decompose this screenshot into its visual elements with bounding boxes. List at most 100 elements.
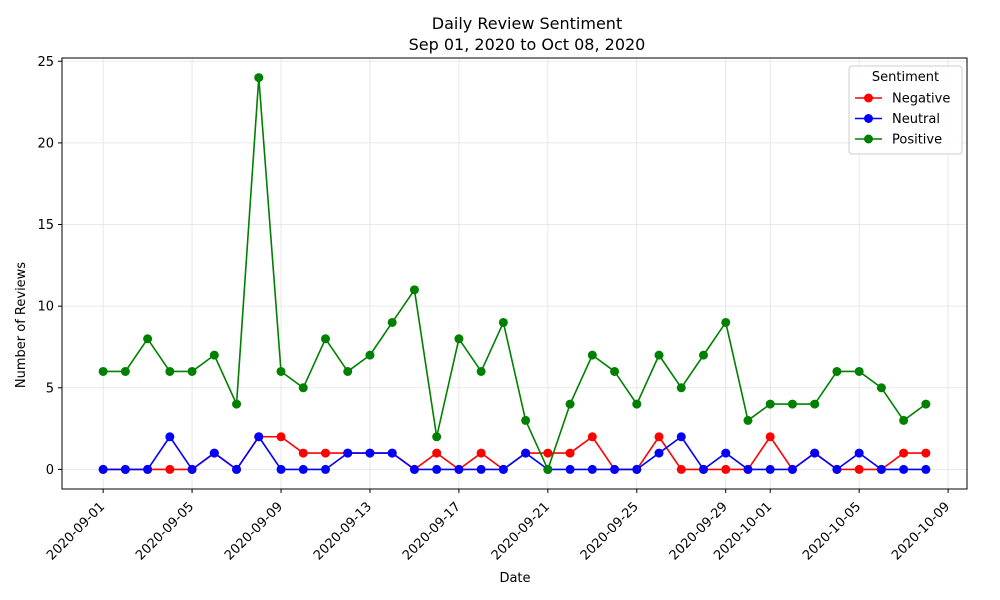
data-point-positive	[365, 350, 375, 360]
data-point-neutral	[432, 464, 442, 474]
y-axis-ticks: 0 5 10 15 20 25	[37, 55, 62, 478]
data-point-positive	[165, 366, 175, 376]
data-point-positive	[899, 415, 909, 425]
legend: Sentiment Negative Neutral Positive	[848, 65, 963, 155]
y-tick-label: 15	[37, 218, 54, 233]
data-point-positive	[654, 350, 664, 360]
data-point-neutral	[276, 464, 286, 474]
data-point-neutral	[899, 464, 909, 474]
legend-marker-negative	[864, 93, 873, 103]
series-line-neutral	[103, 435, 926, 471]
data-point-positive	[632, 399, 642, 409]
data-point-positive	[699, 350, 709, 360]
data-point-positive	[98, 366, 108, 376]
x-tick-label: 2020-09-05	[133, 499, 197, 563]
data-point-neutral	[209, 448, 219, 458]
data-point-neutral	[298, 464, 308, 474]
y-tick-label: 5	[46, 381, 54, 396]
data-point-negative	[676, 464, 686, 474]
y-tick-label: 20	[37, 136, 54, 151]
data-point-positive	[810, 399, 820, 409]
y-tick-label: 0	[46, 463, 54, 478]
data-point-positive	[209, 350, 219, 360]
data-point-positive	[343, 366, 353, 376]
data-point-negative	[165, 464, 175, 474]
y-tick-label: 25	[37, 55, 54, 70]
data-point-negative	[721, 464, 731, 474]
data-point-neutral	[765, 464, 775, 474]
data-point-positive	[254, 73, 264, 83]
legend-label-negative: Negative	[892, 92, 950, 107]
data-point-neutral	[810, 448, 820, 458]
data-point-neutral	[832, 464, 842, 474]
x-tick-label: 2020-10-05	[800, 499, 864, 563]
data-point-negative	[854, 464, 864, 474]
data-point-negative	[476, 448, 486, 458]
data-point-neutral	[587, 464, 597, 474]
x-tick-label: 2020-09-17	[400, 499, 464, 563]
plot-area-frame	[61, 57, 968, 490]
data-point-positive	[187, 366, 197, 376]
data-point-neutral	[521, 448, 531, 458]
data-point-neutral	[254, 432, 264, 442]
data-point-negative	[565, 448, 575, 458]
data-point-positive	[432, 432, 442, 442]
data-point-negative	[654, 432, 664, 442]
data-point-positive	[143, 334, 153, 344]
data-point-neutral	[187, 464, 197, 474]
data-point-positive	[721, 317, 731, 327]
data-point-positive	[320, 334, 330, 344]
series-neutral	[98, 432, 931, 474]
legend-box	[848, 65, 963, 155]
data-point-neutral	[320, 464, 330, 474]
data-point-neutral	[632, 464, 642, 474]
data-point-neutral	[743, 464, 753, 474]
data-point-positive	[276, 366, 286, 376]
data-point-neutral	[454, 464, 464, 474]
data-point-positive	[232, 399, 242, 409]
x-axis-ticks: 2020-09-01 2020-09-05 2020-09-09 2020-09-13…	[44, 489, 953, 563]
data-point-positive	[765, 399, 775, 409]
data-point-neutral	[787, 464, 797, 474]
data-point-positive	[854, 366, 864, 376]
data-point-neutral	[165, 432, 175, 442]
data-point-neutral	[921, 464, 931, 474]
series-positive	[98, 73, 931, 474]
data-point-positive	[587, 350, 597, 360]
legend-label-neutral: Neutral	[892, 112, 940, 127]
data-point-neutral	[365, 448, 375, 458]
data-point-negative	[899, 448, 909, 458]
data-point-negative	[765, 432, 775, 442]
series-line-negative	[103, 435, 926, 471]
x-tick-label: 2020-09-25	[578, 499, 642, 563]
x-tick-label: 2020-09-13	[311, 499, 375, 563]
data-point-positive	[120, 366, 130, 376]
chart-title: Daily Review Sentiment	[432, 14, 622, 33]
legend-marker-positive	[864, 134, 873, 144]
data-point-positive	[832, 366, 842, 376]
chart-subtitle: Sep 01, 2020 to Oct 08, 2020	[409, 35, 646, 54]
data-point-positive	[387, 317, 397, 327]
data-point-positive	[498, 317, 508, 327]
data-point-neutral	[565, 464, 575, 474]
data-point-neutral	[98, 464, 108, 474]
data-point-positive	[476, 366, 486, 376]
data-point-positive	[610, 366, 620, 376]
data-point-positive	[543, 464, 553, 474]
series-negative	[98, 432, 931, 474]
data-point-negative	[543, 448, 553, 458]
data-point-neutral	[387, 448, 397, 458]
data-point-negative	[432, 448, 442, 458]
x-tick-label: 2020-10-09	[889, 499, 953, 563]
data-point-neutral	[232, 464, 242, 474]
data-point-positive	[298, 383, 308, 393]
data-point-neutral	[120, 464, 130, 474]
data-point-positive	[565, 399, 575, 409]
x-axis-label: Date	[499, 571, 530, 586]
data-point-neutral	[876, 464, 886, 474]
data-point-positive	[787, 399, 797, 409]
data-point-neutral	[143, 464, 153, 474]
legend-marker-neutral	[864, 114, 873, 123]
data-point-neutral	[476, 464, 486, 474]
